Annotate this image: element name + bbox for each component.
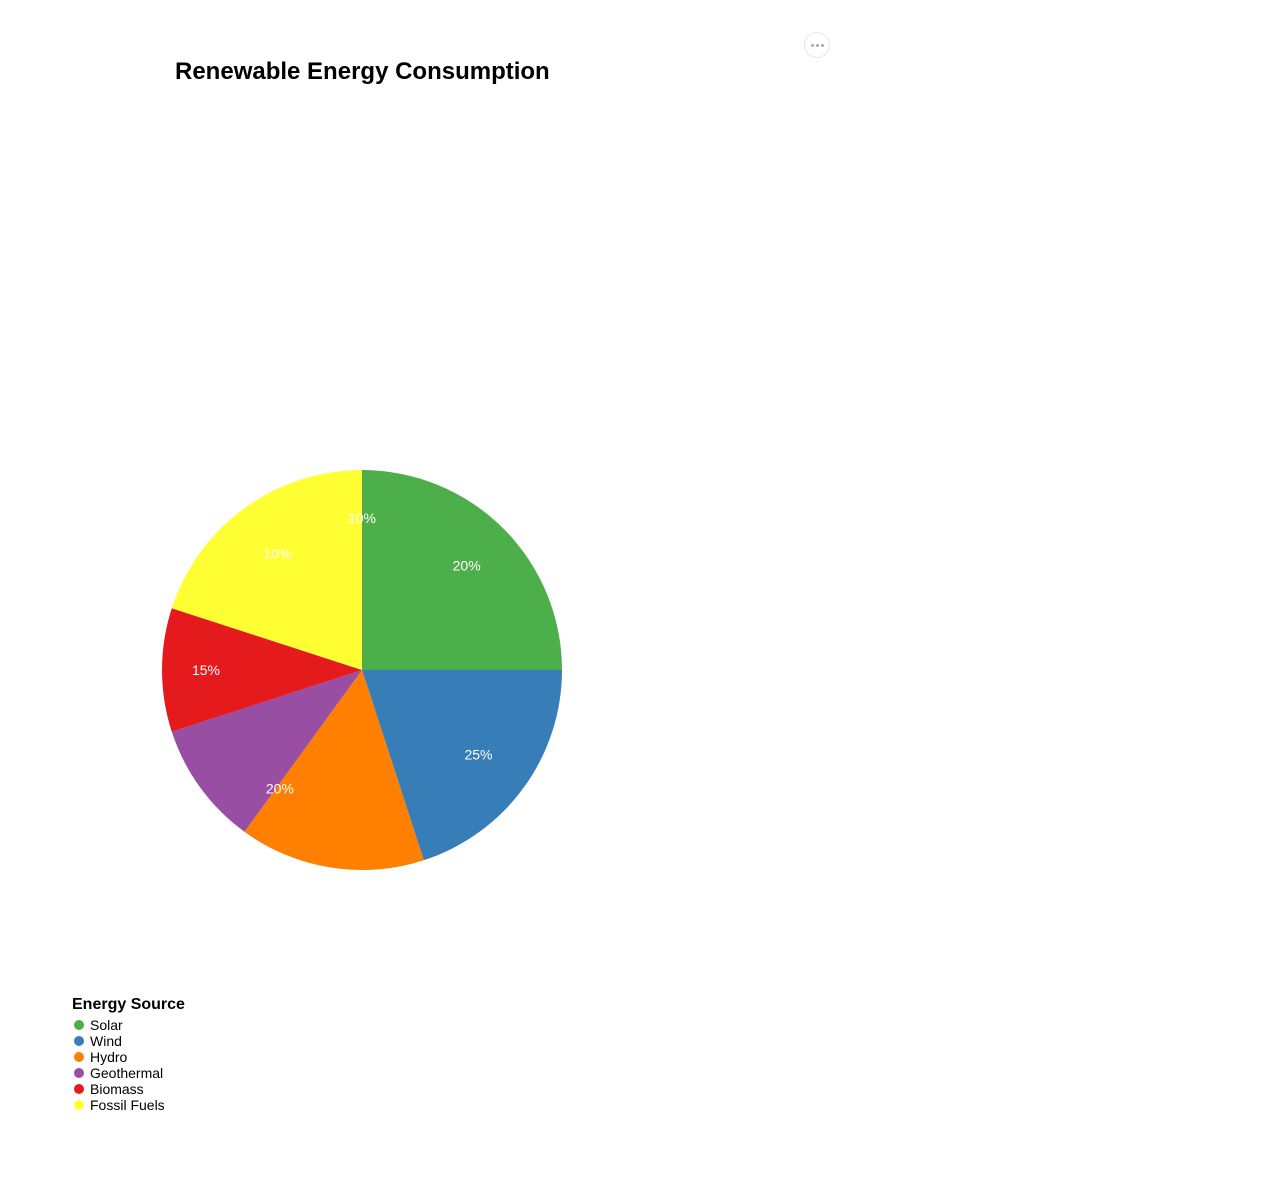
pie-slice-fossil-fuels[interactable] bbox=[171, 470, 362, 670]
legend-item-geothermal[interactable]: Geothermal bbox=[72, 1065, 185, 1081]
data-label: 25% bbox=[464, 747, 492, 763]
legend-swatch bbox=[74, 1052, 84, 1062]
legend-label: Solar bbox=[90, 1017, 123, 1033]
legend-swatch bbox=[74, 1036, 84, 1046]
legend-label: Geothermal bbox=[90, 1065, 164, 1081]
data-label: 15% bbox=[192, 662, 220, 678]
legend-swatch bbox=[74, 1020, 84, 1030]
chart-menu-button[interactable] bbox=[804, 32, 830, 58]
legend-title: Energy Source bbox=[72, 996, 185, 1013]
data-label: 10% bbox=[348, 510, 376, 526]
legend-swatch bbox=[74, 1100, 84, 1110]
legend-swatch bbox=[74, 1084, 84, 1094]
data-label: 20% bbox=[266, 780, 294, 796]
more-horizontal-icon bbox=[810, 43, 825, 47]
legend-label: Hydro bbox=[90, 1049, 128, 1065]
legend-item-wind[interactable]: Wind bbox=[72, 1033, 185, 1049]
pie-slice-biomass[interactable] bbox=[162, 608, 362, 732]
legend-label: Biomass bbox=[90, 1081, 144, 1097]
data-label: 10% bbox=[263, 546, 291, 562]
pie-slice-hydro[interactable] bbox=[244, 670, 424, 870]
legend-item-solar[interactable]: Solar bbox=[72, 1017, 185, 1033]
legend: Energy Source Solar Wind Hydro Geothermal Bi… bbox=[72, 996, 185, 1113]
pie-slice-wind[interactable] bbox=[362, 670, 562, 861]
legend-item-hydro[interactable]: Hydro bbox=[72, 1049, 185, 1065]
legend-label: Wind bbox=[90, 1033, 122, 1049]
chart-title: Renewable Energy Consumption bbox=[175, 58, 550, 85]
legend-item-biomass[interactable]: Biomass bbox=[72, 1081, 185, 1097]
legend-swatch bbox=[74, 1068, 84, 1078]
legend-item-fossil-fuels[interactable]: Fossil Fuels bbox=[72, 1097, 185, 1113]
data-label: 20% bbox=[453, 557, 481, 573]
pie-slice-geothermal[interactable] bbox=[171, 670, 362, 832]
pie-slice-solar[interactable] bbox=[362, 470, 562, 670]
legend-label: Fossil Fuels bbox=[90, 1097, 165, 1113]
